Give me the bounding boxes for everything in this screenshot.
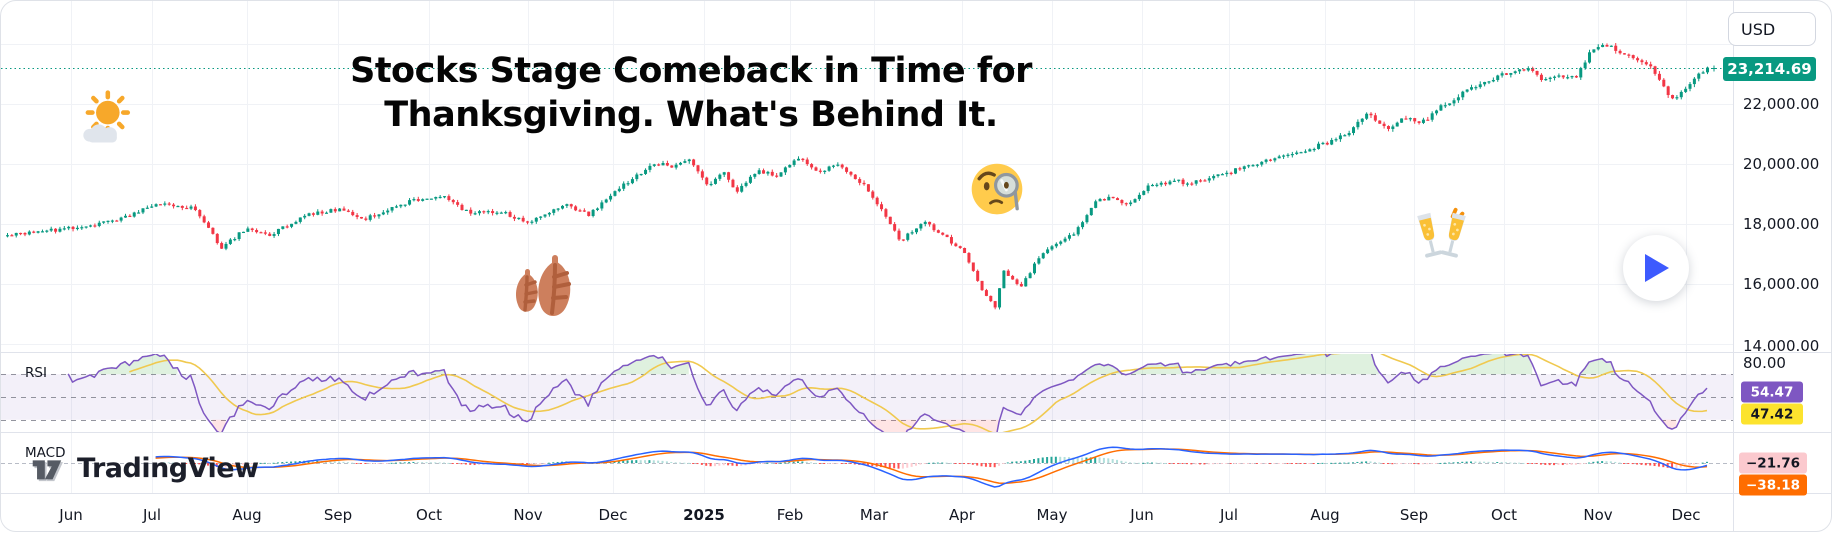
price-axis[interactable]	[1734, 1, 1831, 494]
currency-button[interactable]: USD	[1728, 12, 1816, 46]
play-icon	[1645, 254, 1669, 282]
play-button[interactable]	[1623, 235, 1689, 301]
time-axis[interactable]	[1, 494, 1733, 531]
